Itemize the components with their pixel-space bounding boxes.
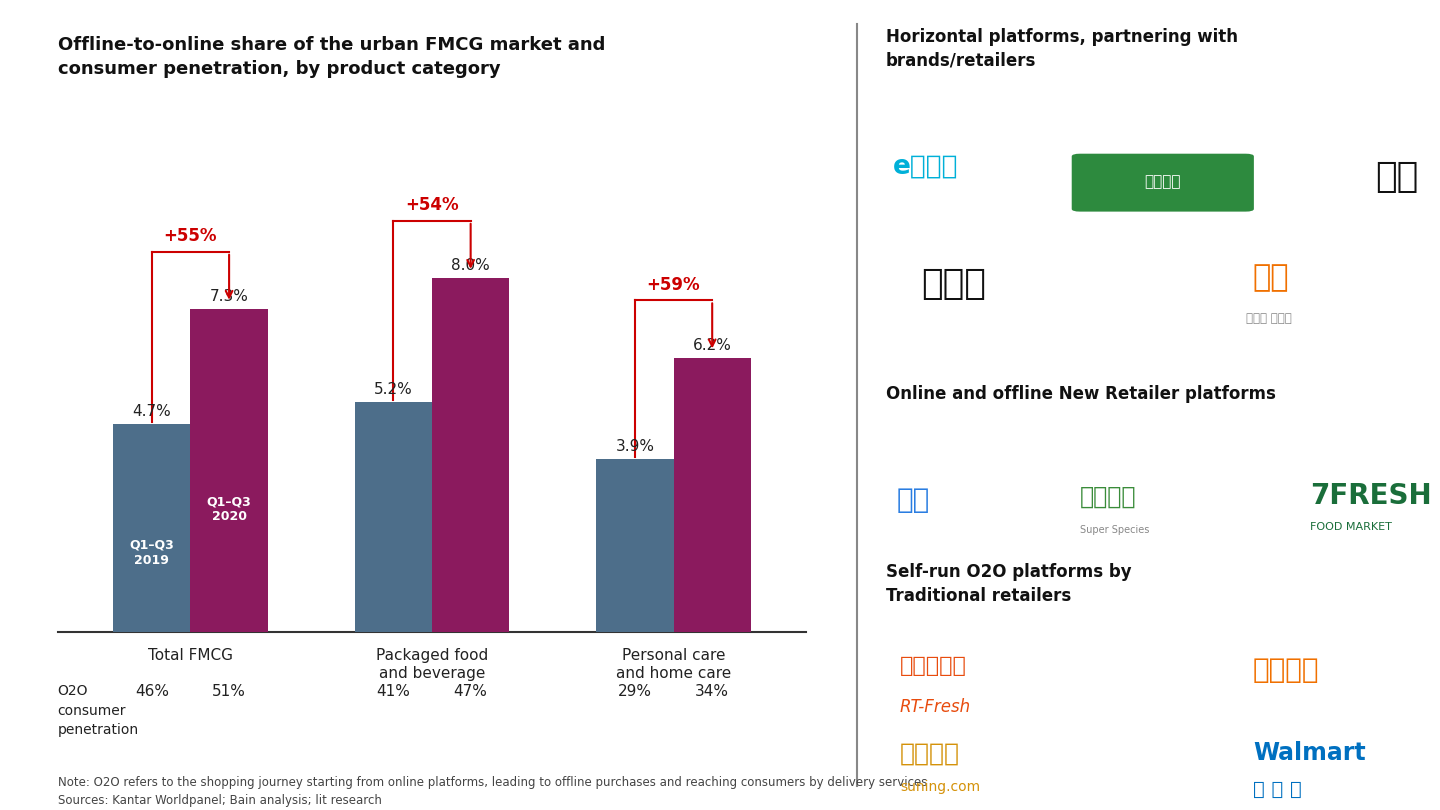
- Text: 苏宁易购: 苏宁易购: [900, 741, 960, 765]
- Text: FOOD MARKET: FOOD MARKET: [1310, 522, 1392, 532]
- Text: 4.7%: 4.7%: [132, 404, 171, 419]
- Text: RT-Fresh: RT-Fresh: [900, 698, 971, 716]
- Text: 永辉生活: 永辉生活: [1253, 656, 1319, 684]
- FancyBboxPatch shape: [1071, 154, 1254, 211]
- Text: 3.9%: 3.9%: [615, 439, 654, 454]
- Text: O2O
consumer
penetration: O2O consumer penetration: [58, 684, 138, 737]
- Text: suning.com: suning.com: [900, 780, 981, 794]
- Text: Note: O2O refers to the shopping journey starting from online platforms, leading: Note: O2O refers to the shopping journey…: [58, 776, 927, 789]
- Text: 大润发优鲜: 大润发优鲜: [900, 656, 966, 676]
- Text: Sources: Kantar Worldpanel; Bain analysis; lit research: Sources: Kantar Worldpanel; Bain analysi…: [58, 794, 382, 807]
- Text: 51%: 51%: [212, 684, 246, 700]
- Text: 多点: 多点: [1253, 263, 1289, 292]
- Bar: [114, 424, 190, 632]
- Text: 34%: 34%: [696, 684, 729, 700]
- Text: Horizontal platforms, partnering with
brands/retailers: Horizontal platforms, partnering with br…: [886, 28, 1237, 70]
- Text: 淘鲜达: 淘鲜达: [922, 267, 986, 301]
- Text: Super Species: Super Species: [1080, 525, 1149, 535]
- Text: Online and offline New Retailer platforms: Online and offline New Retailer platform…: [886, 385, 1276, 403]
- Text: 7FRESH: 7FRESH: [1310, 482, 1431, 510]
- Text: 29%: 29%: [618, 684, 652, 700]
- Text: Q1–Q3
2019: Q1–Q3 2019: [130, 539, 174, 567]
- Text: +54%: +54%: [405, 196, 459, 215]
- Text: 8.0%: 8.0%: [451, 258, 490, 273]
- Text: 47%: 47%: [454, 684, 488, 700]
- Text: 沃 尔 玛: 沃 尔 玛: [1253, 780, 1302, 799]
- Text: 美团: 美团: [1375, 160, 1418, 194]
- Bar: [596, 459, 674, 632]
- Bar: [190, 309, 268, 632]
- Text: 京东到家: 京东到家: [1145, 174, 1181, 189]
- Text: 盒马: 盒马: [897, 486, 930, 514]
- Text: e饿了么: e饿了么: [893, 154, 958, 180]
- Text: 46%: 46%: [135, 684, 168, 700]
- Text: 7.3%: 7.3%: [210, 289, 249, 304]
- Text: 超级物种: 超级物种: [1080, 484, 1136, 509]
- Text: +55%: +55%: [164, 228, 217, 245]
- Bar: [354, 402, 432, 632]
- Text: Q1–Q3
2020: Q1–Q3 2020: [207, 495, 252, 523]
- Bar: [432, 279, 510, 632]
- Text: 41%: 41%: [376, 684, 410, 700]
- Text: Walmart: Walmart: [1253, 741, 1365, 765]
- Text: 6.2%: 6.2%: [693, 338, 732, 352]
- Text: +59%: +59%: [647, 276, 700, 294]
- Bar: [674, 358, 750, 632]
- Text: 5.2%: 5.2%: [374, 382, 413, 397]
- Text: Offline-to-online share of the urban FMCG market and
consumer penetration, by pr: Offline-to-online share of the urban FMC…: [58, 36, 605, 78]
- Text: Self-run O2O platforms by
Traditional retailers: Self-run O2O platforms by Traditional re…: [886, 563, 1132, 604]
- Text: 美团: 美团: [1319, 177, 1338, 192]
- Text: 逛超市 用多点: 逛超市 用多点: [1246, 312, 1292, 325]
